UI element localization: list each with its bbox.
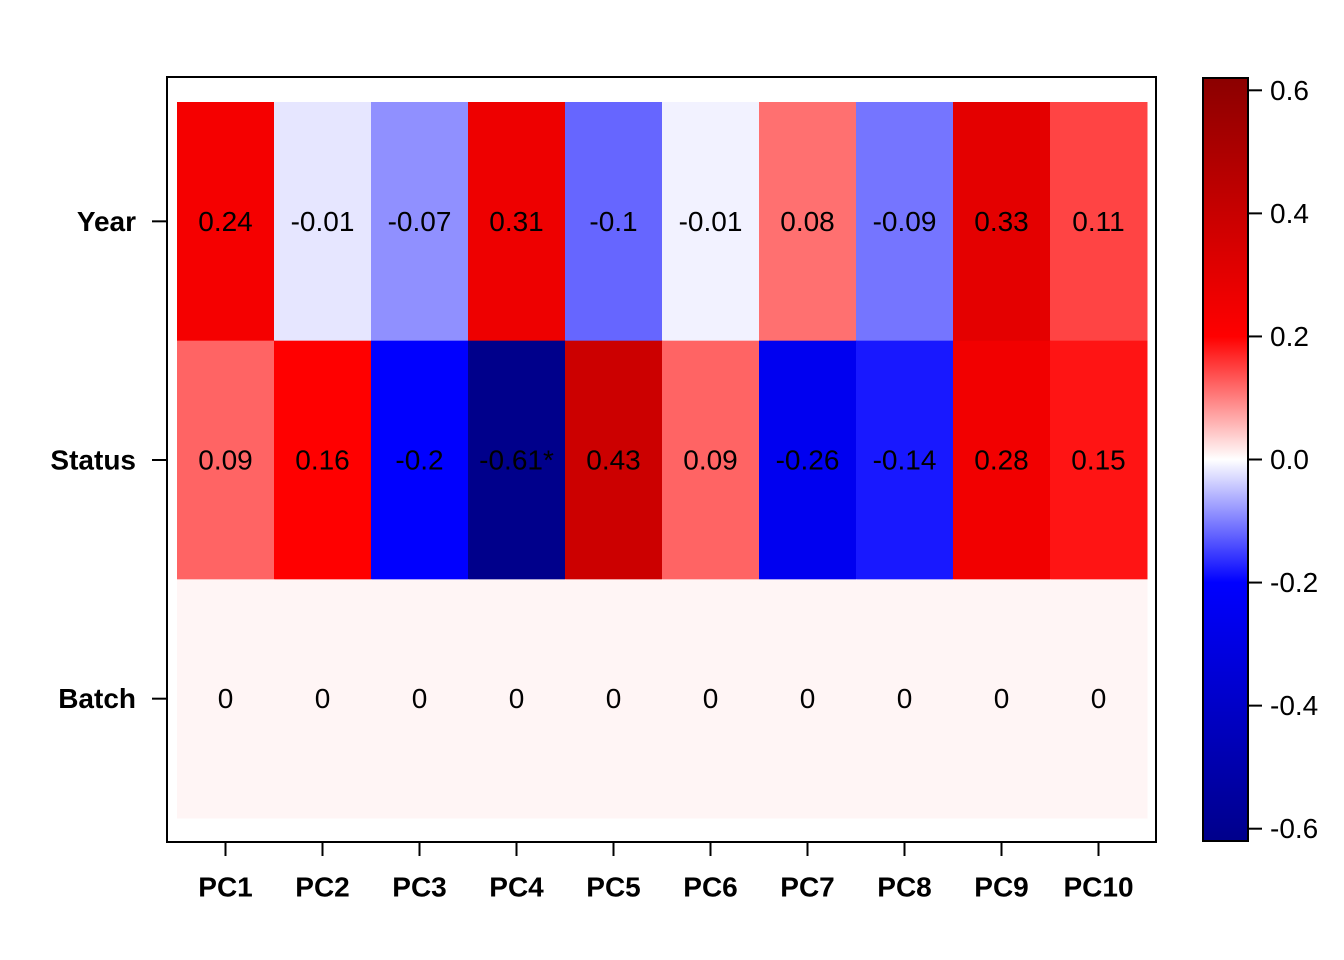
colorbar-tick-label: -0.2 [1270, 567, 1318, 598]
colorbar-tick-label: -0.6 [1270, 813, 1318, 844]
heatmap-cell [468, 102, 566, 342]
cell-value-label: -0.07 [388, 206, 452, 237]
heatmap-cell [953, 579, 1051, 819]
row-label: Year [77, 206, 136, 237]
cell-value-label: 0.24 [198, 206, 253, 237]
heatmap-cell [759, 579, 857, 819]
heatmap-cell [565, 102, 663, 342]
column-label: PC6 [683, 872, 737, 903]
colorbar-tick-label: 0.6 [1270, 75, 1309, 106]
row-label: Batch [58, 683, 136, 714]
heatmap-cell [177, 340, 275, 580]
cell-value-label: -0.61* [479, 445, 554, 476]
cell-value-label: -0.1 [589, 206, 637, 237]
cell-value-label: -0.09 [873, 206, 937, 237]
row-label: Status [50, 445, 136, 476]
heatmap-cells [177, 102, 1148, 819]
heatmap-cell [1050, 102, 1148, 342]
heatmap-cell [565, 579, 663, 819]
column-label: PC3 [392, 872, 446, 903]
cell-value-label: 0.33 [974, 206, 1029, 237]
cell-value-label: 0.11 [1072, 206, 1124, 237]
column-label: PC8 [877, 872, 931, 903]
column-label: PC4 [489, 872, 544, 903]
column-label: PC9 [974, 872, 1028, 903]
cell-value-label: -0.26 [776, 445, 840, 476]
heatmap-cell [371, 102, 469, 342]
cell-value-label: 0 [315, 683, 331, 714]
heatmap-cell [662, 102, 760, 342]
heatmap-cell [468, 340, 566, 580]
cell-value-label: 0 [509, 683, 525, 714]
colorbar-tick-label: 0.4 [1270, 198, 1309, 229]
cell-value-label: 0.16 [295, 445, 350, 476]
cell-value-label: 0 [703, 683, 719, 714]
cell-value-label: 0.08 [780, 206, 835, 237]
cell-value-label: -0.2 [395, 445, 443, 476]
heatmap-cell [565, 340, 663, 580]
heatmap-cell [371, 340, 469, 580]
cell-value-label: -0.14 [873, 445, 937, 476]
cell-value-label: 0.09 [683, 445, 738, 476]
cell-value-label: 0.43 [586, 445, 641, 476]
heatmap-cell [953, 340, 1051, 580]
heatmap-cell [662, 340, 760, 580]
heatmap-cell [1050, 340, 1148, 580]
column-label: PC5 [586, 872, 640, 903]
heatmap-cell [953, 102, 1051, 342]
heatmap-cell [856, 579, 954, 819]
cell-value-label: 0 [1091, 683, 1107, 714]
colorbar-tick-label: -0.4 [1270, 690, 1318, 721]
cell-value-label: 0.28 [974, 445, 1029, 476]
colorbar-gradient [1202, 77, 1249, 842]
cell-value-label: 0 [218, 683, 234, 714]
cell-value-label: 0 [412, 683, 428, 714]
heatmap-cell-labels: 0.24 -0.01 -0.07 0.31 -0.1 -0.01 0.08 -0.09 0.33… [198, 206, 1126, 714]
cell-value-label: 0 [897, 683, 913, 714]
column-label: PC7 [780, 872, 834, 903]
colorbar-tick-label: 0.0 [1270, 444, 1309, 475]
heatmap-cell [759, 340, 857, 580]
heatmap-cell [856, 102, 954, 342]
heatmap-cell [1050, 579, 1148, 819]
heatmap-cell [371, 579, 469, 819]
cell-value-label: -0.01 [291, 206, 355, 237]
column-label: PC2 [295, 872, 349, 903]
column-label: PC10 [1063, 872, 1133, 903]
heatmap-cell [662, 579, 760, 819]
cell-value-label: 0 [994, 683, 1010, 714]
column-axis: PC1 PC2 PC3 PC4 PC5 PC6 PC7 PC8 PC9 PC10 [198, 842, 1134, 903]
heatmap-cell [274, 340, 372, 580]
cell-value-label: -0.01 [679, 206, 743, 237]
heatmap-cell [274, 579, 372, 819]
colorbar-tick-label: 0.2 [1270, 321, 1309, 352]
heatmap-cell [177, 102, 275, 342]
cell-value-label: 0.31 [489, 206, 544, 237]
cell-value-label: 0.09 [198, 445, 253, 476]
cell-value-label: 0 [606, 683, 622, 714]
heatmap-cell [759, 102, 857, 342]
heatmap-cell [468, 579, 566, 819]
cell-value-label: 0.15 [1071, 445, 1126, 476]
row-axis: Year Status Batch [50, 206, 167, 714]
cell-value-label: 0 [800, 683, 816, 714]
heatmap-cell [274, 102, 372, 342]
column-label: PC1 [198, 872, 252, 903]
heatmap-cell [177, 579, 275, 819]
colorbar: 0.6 0.4 0.2 0.0 -0.2 -0.4 -0.6 [1202, 75, 1318, 844]
heatmap-cell [856, 340, 954, 580]
